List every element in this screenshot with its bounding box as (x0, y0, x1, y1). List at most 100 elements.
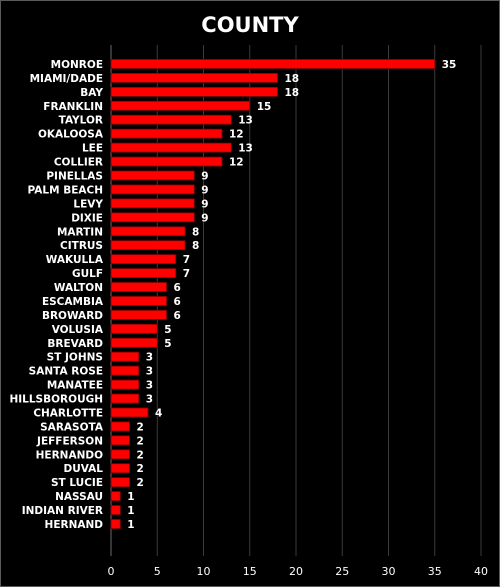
bar (110, 73, 278, 83)
bar (110, 435, 130, 446)
data-label: 7 (183, 268, 190, 280)
x-tick-label: 20 (289, 565, 303, 578)
category-label: PINELLAS (46, 170, 103, 182)
category-label: BROWARD (42, 310, 103, 322)
bar (110, 240, 186, 251)
data-label: 6 (174, 296, 181, 308)
bar (110, 449, 130, 460)
bar (110, 142, 232, 153)
bar (110, 393, 140, 404)
data-label: 9 (201, 198, 208, 210)
category-label: MIAMI/DADE (30, 73, 103, 85)
data-label: 2 (137, 463, 144, 475)
bar (110, 351, 140, 362)
category-label: VOLUSIA (52, 324, 104, 336)
bar (110, 184, 195, 195)
bar (110, 198, 195, 209)
category-label: LEVY (73, 198, 103, 210)
x-tick-label: 40 (474, 565, 488, 578)
data-label: 12 (229, 157, 244, 169)
data-label: 8 (192, 240, 199, 252)
category-label: MANATEE (47, 380, 103, 392)
x-tick-label: 10 (197, 565, 211, 578)
bar (110, 491, 121, 502)
data-label: 1 (127, 505, 134, 517)
data-label: 35 (442, 59, 457, 71)
data-label: 2 (137, 435, 144, 447)
category-label: MARTIN (57, 226, 103, 238)
bar (110, 463, 130, 474)
bar (110, 421, 130, 432)
data-label: 7 (183, 254, 190, 266)
data-label: 2 (137, 449, 144, 461)
category-label: MONROE (51, 59, 103, 71)
bar (110, 337, 158, 348)
category-label: GULF (72, 268, 103, 280)
bar (110, 268, 177, 278)
bar (110, 407, 149, 418)
data-label: 3 (146, 394, 153, 406)
category-label: CHARLOTTE (33, 407, 103, 419)
x-tick-label: 30 (382, 565, 396, 578)
bar (110, 170, 195, 181)
data-label: 3 (146, 380, 153, 392)
category-label: BAY (80, 87, 103, 99)
data-label: 4 (155, 407, 162, 419)
data-label: 9 (201, 212, 208, 224)
data-label: 6 (174, 310, 181, 322)
category-label: BREVARD (47, 338, 103, 350)
category-label: HERNAND (45, 519, 104, 531)
data-label: 18 (285, 87, 300, 99)
data-label: 1 (127, 519, 134, 531)
x-tick-label: 25 (335, 565, 349, 578)
bar (110, 282, 167, 292)
data-label: 5 (164, 324, 171, 336)
x-tick-label: 0 (108, 565, 115, 578)
data-label: 9 (201, 170, 208, 182)
bar (110, 212, 195, 223)
bar (110, 100, 251, 111)
bar (110, 323, 158, 334)
data-label: 8 (192, 226, 199, 238)
bar (110, 254, 177, 265)
data-label: 9 (201, 184, 208, 196)
bar (110, 505, 121, 515)
bar (110, 296, 167, 306)
bar (110, 59, 436, 69)
category-label: DUVAL (64, 463, 104, 475)
category-label: SARASOTA (40, 421, 104, 433)
category-label: DIXIE (71, 212, 103, 224)
category-label: CITRUS (60, 240, 103, 252)
category-label: SANTA ROSE (29, 366, 103, 378)
data-label: 13 (238, 143, 253, 155)
bar (110, 156, 223, 167)
category-label: WAKULLA (46, 254, 104, 266)
category-label: ESCAMBIA (42, 296, 104, 308)
data-label: 15 (257, 101, 272, 113)
data-label: 3 (146, 352, 153, 364)
data-label: 2 (137, 421, 144, 433)
data-label: 3 (146, 366, 153, 378)
bar (110, 365, 140, 376)
category-label: INDIAN RIVER (22, 505, 103, 517)
bar (110, 86, 278, 97)
category-label: PALM BEACH (28, 184, 103, 196)
bar (110, 128, 223, 139)
data-label: 18 (285, 73, 300, 85)
category-label: COLLIER (54, 157, 103, 169)
bar (110, 114, 232, 125)
bar (110, 309, 167, 320)
data-label: 13 (238, 115, 253, 127)
x-tick-label: 35 (428, 565, 442, 578)
category-label: ST JOHNS (47, 352, 103, 364)
bar (110, 477, 130, 488)
bar (110, 226, 186, 237)
data-label: 6 (174, 282, 181, 294)
data-label: 5 (164, 338, 171, 350)
category-label: TAYLOR (59, 115, 103, 127)
category-label: HERNANDO (36, 449, 103, 461)
category-label: OKALOOSA (38, 129, 104, 141)
data-label: 12 (229, 129, 244, 141)
